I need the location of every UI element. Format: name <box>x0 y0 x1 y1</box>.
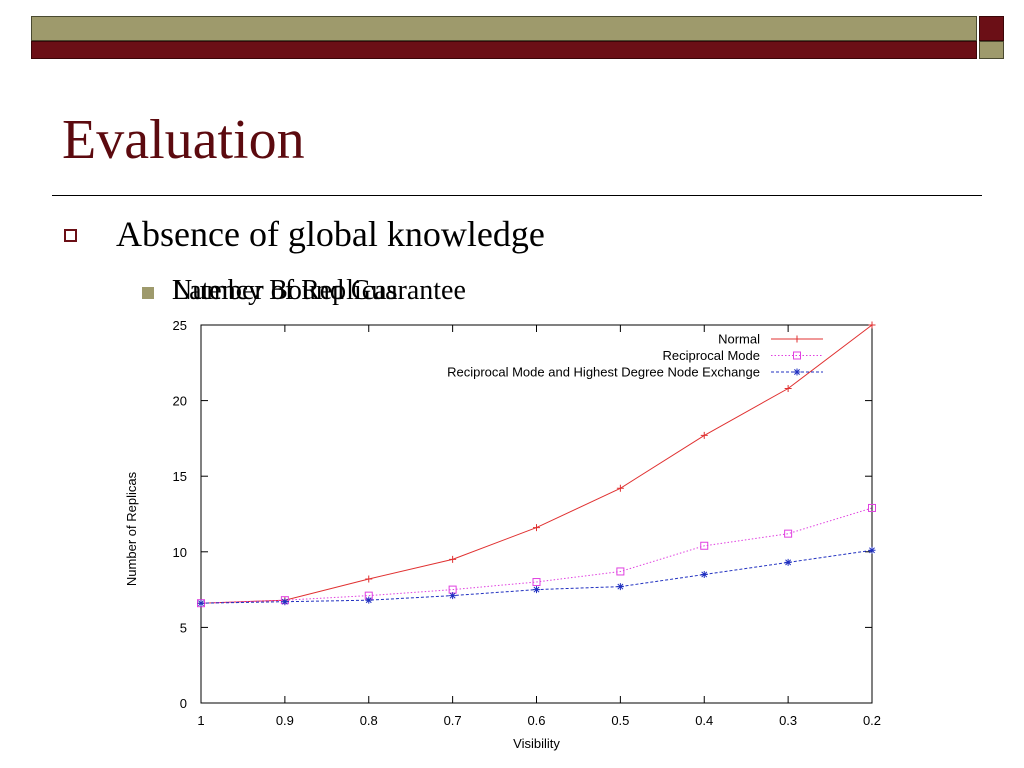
y-tick-label: 0 <box>180 696 187 711</box>
x-tick-label: 0.9 <box>276 713 294 728</box>
x-tick-label: 0.2 <box>863 713 881 728</box>
data-point-series-3 <box>616 583 624 591</box>
y-tick-label: 25 <box>173 318 187 333</box>
x-tick-label: 0.5 <box>611 713 629 728</box>
data-point-series-3 <box>281 598 289 606</box>
header-bar-maroon <box>31 41 977 59</box>
legend-marker-2 <box>793 351 801 360</box>
data-point-series-1 <box>784 385 792 393</box>
y-tick-label: 15 <box>173 469 187 484</box>
data-point-series-3 <box>197 599 205 607</box>
data-point-series-1 <box>449 555 457 563</box>
x-axis-label: Visibility <box>513 736 560 751</box>
x-tick-label: 0.8 <box>360 713 378 728</box>
data-point-series-2 <box>616 567 625 576</box>
x-tick-label: 0.4 <box>695 713 713 728</box>
x-tick-label: 0.3 <box>779 713 797 728</box>
legend-marker-3 <box>793 368 801 376</box>
legend-label-1: Normal <box>718 332 760 347</box>
data-point-series-1 <box>868 321 876 329</box>
legend-label-2: Reciprocal Mode <box>662 348 760 363</box>
x-tick-label: 0.6 <box>527 713 545 728</box>
plot-frame <box>200 324 873 704</box>
header-bar-olive <box>31 16 977 41</box>
legend-label-3: Reciprocal Mode and Highest Degree Node … <box>447 365 760 380</box>
data-point-series-2 <box>784 529 793 538</box>
y-tick-label: 10 <box>173 545 187 560</box>
data-point-series-3 <box>365 596 373 604</box>
series-line-2 <box>200 507 873 604</box>
title-rule <box>52 195 982 196</box>
data-point-series-1 <box>616 484 624 492</box>
header-square-maroon <box>979 16 1004 41</box>
data-point-series-3 <box>700 570 708 578</box>
data-point-series-2 <box>532 578 541 587</box>
legend-marker-1 <box>793 335 801 343</box>
x-tick-label: 0.7 <box>444 713 462 728</box>
sub-bullet-latency-bound-guarantee: Latency Bound Guarantee <box>172 275 466 306</box>
data-point-series-1 <box>700 431 708 439</box>
data-point-series-3 <box>784 558 792 566</box>
bullet-square-icon <box>64 229 77 242</box>
data-point-series-1 <box>533 524 540 532</box>
bullet-absence-of-global-knowledge: Absence of global knowledge <box>116 214 545 254</box>
y-axis-label: Number of Replicas <box>124 471 139 586</box>
y-tick-label: 20 <box>173 394 187 409</box>
series-line-3 <box>200 549 873 604</box>
data-point-series-2 <box>700 541 709 550</box>
y-tick-label: 5 <box>180 620 187 635</box>
data-point-series-3 <box>868 546 876 554</box>
header-square-olive <box>979 41 1004 59</box>
x-tick-label: 1 <box>197 713 204 728</box>
data-point-series-3 <box>449 592 457 600</box>
data-point-series-1 <box>365 575 373 583</box>
data-point-series-3 <box>533 586 540 594</box>
sub-bullet-number-of-replicas: Number of Replicas <box>172 275 398 306</box>
slide-title: Evaluation <box>62 109 305 171</box>
data-point-series-2 <box>868 503 876 512</box>
sub-bullet-square-icon <box>142 287 154 299</box>
